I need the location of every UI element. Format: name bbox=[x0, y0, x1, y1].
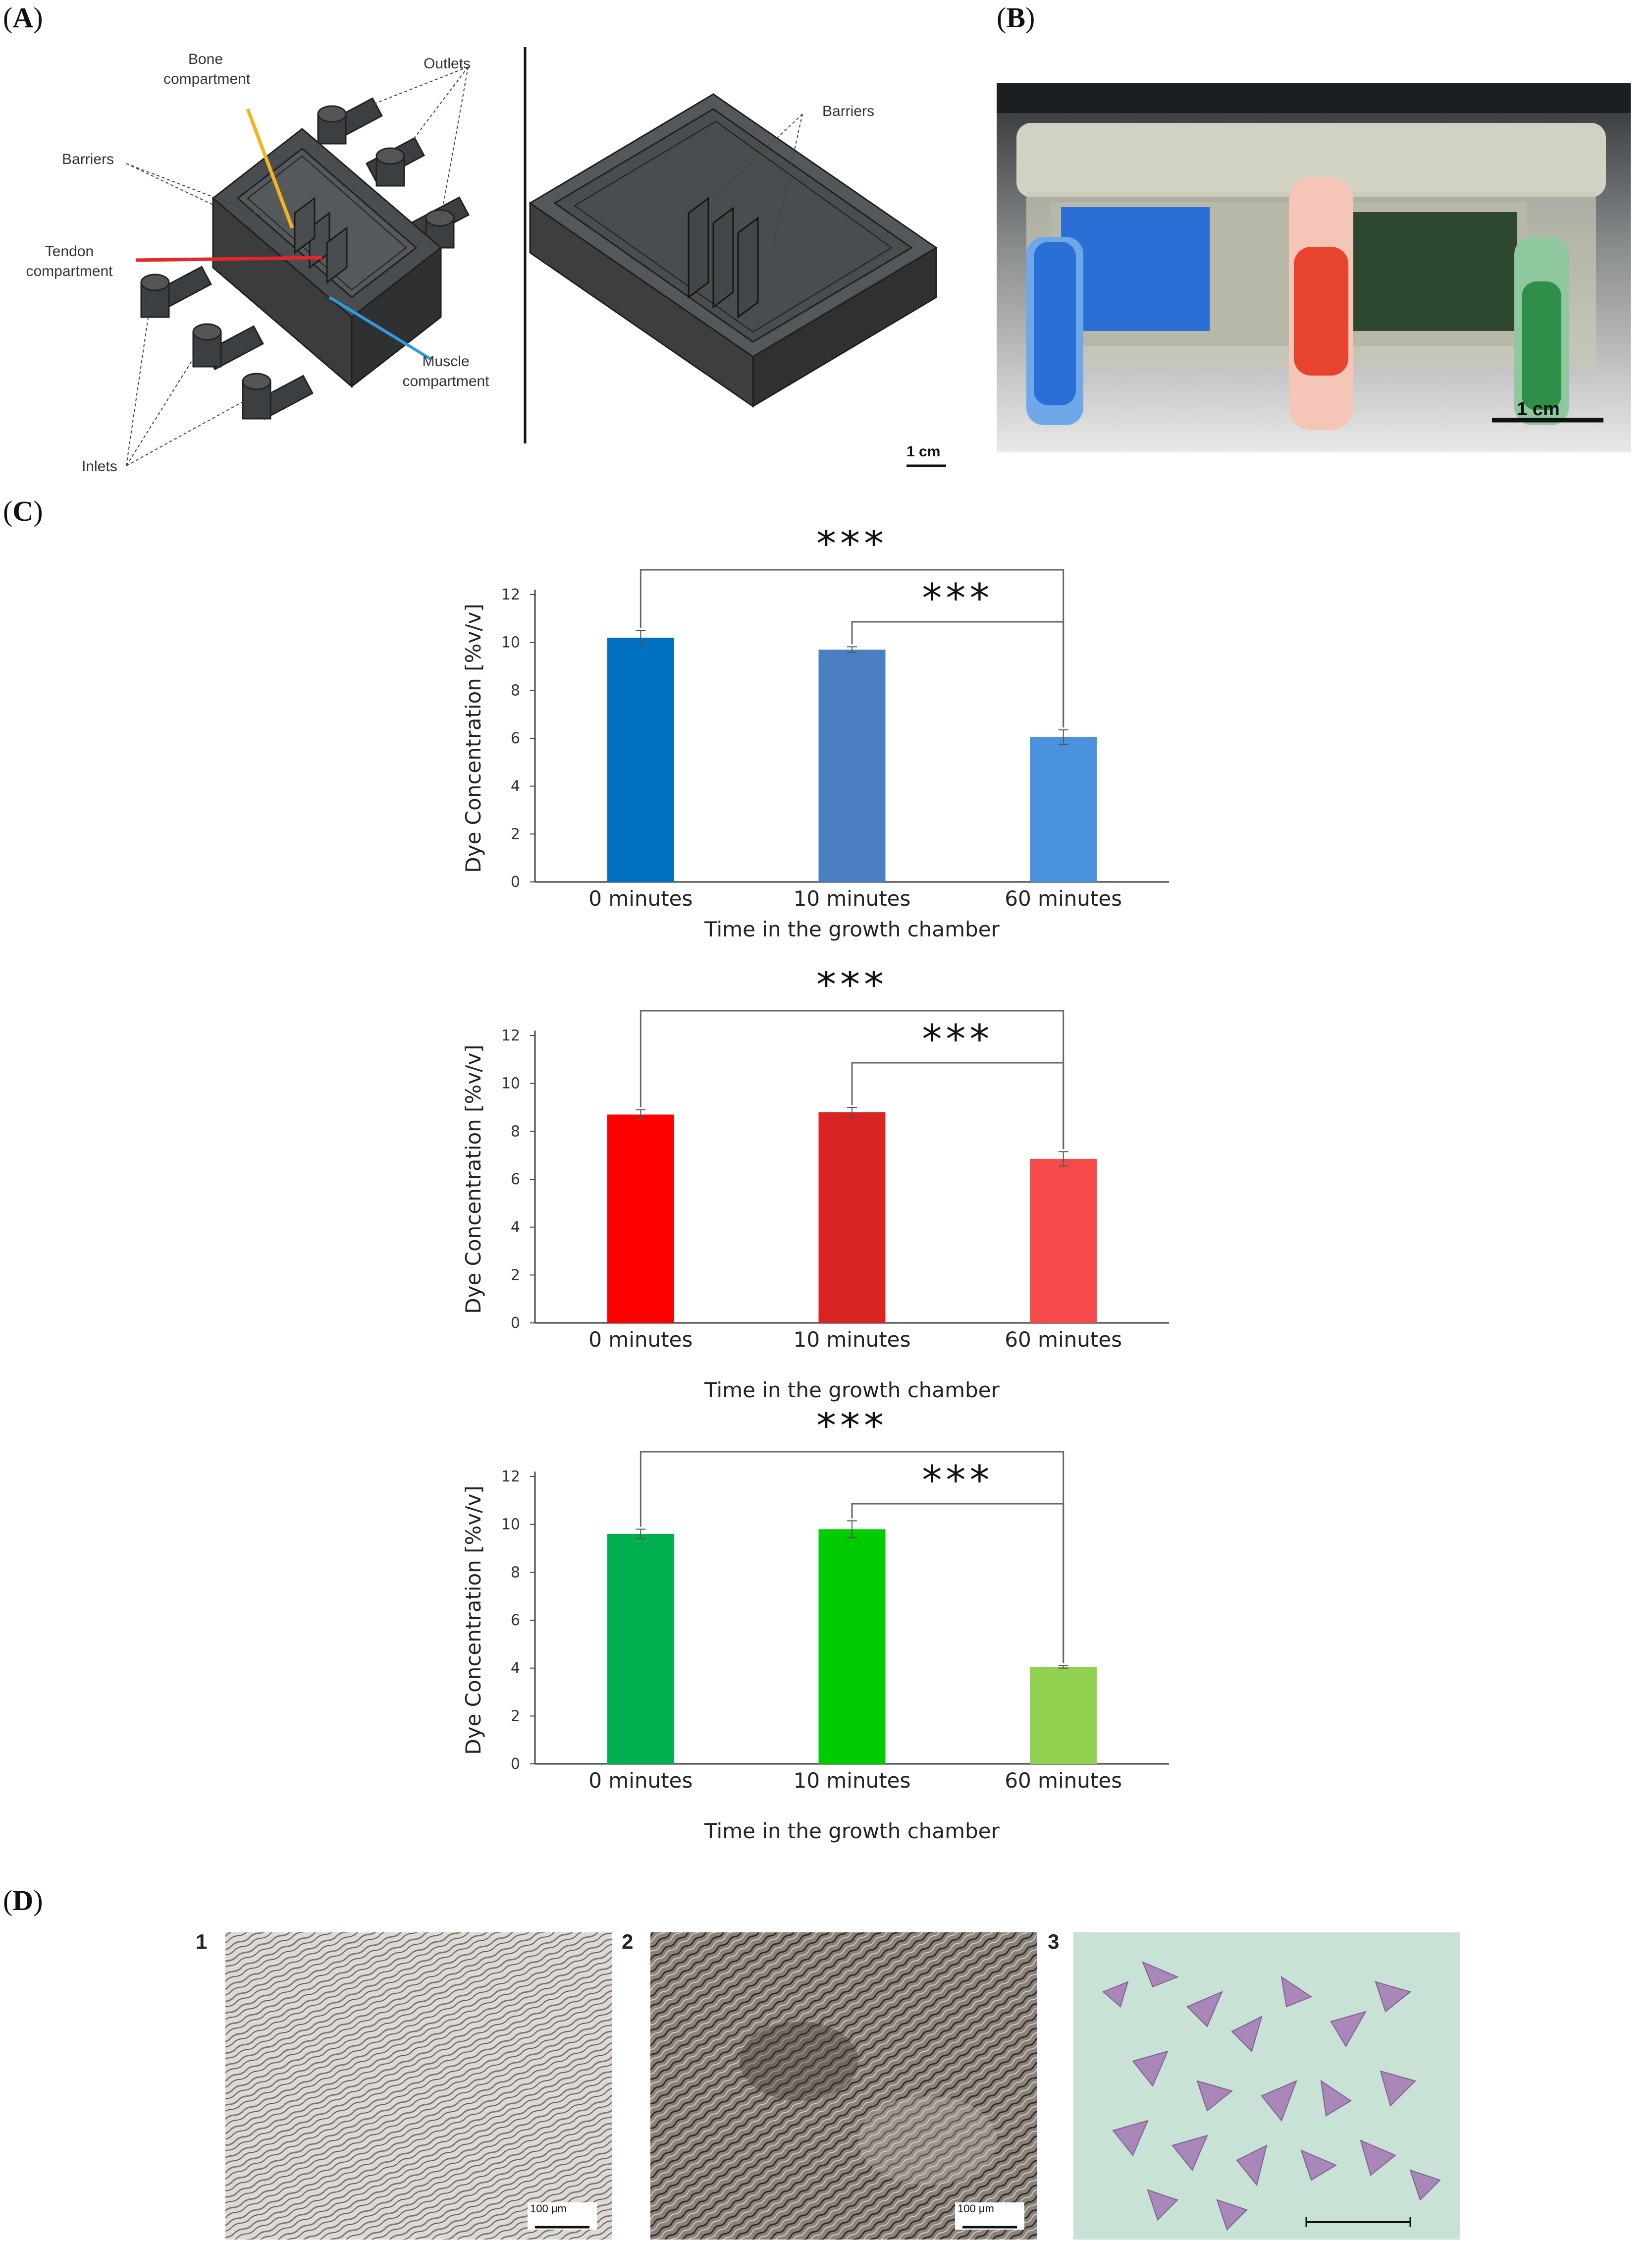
micrograph-1-scale: 100 μm bbox=[530, 2202, 567, 2215]
label-outlets: Outlets bbox=[424, 55, 471, 72]
y-tick-label: 12 bbox=[501, 586, 520, 603]
y-tick-label: 8 bbox=[511, 1123, 520, 1140]
bar bbox=[607, 1114, 674, 1323]
y-tick-label: 8 bbox=[511, 1564, 520, 1581]
x-axis-label: Time in the growth chamber bbox=[704, 1819, 1000, 1843]
y-axis-label: Dye Concentration [%v/v] bbox=[461, 1485, 485, 1754]
y-tick-label: 2 bbox=[511, 1266, 520, 1284]
x-tick-label: 0 minutes bbox=[588, 886, 693, 911]
y-tick-label: 8 bbox=[511, 682, 520, 699]
x-tick-label: 0 minutes bbox=[588, 1768, 693, 1793]
y-tick-label: 12 bbox=[501, 1468, 520, 1485]
y-tick-label: 2 bbox=[511, 825, 520, 843]
tendon-arrow bbox=[136, 256, 322, 262]
chart-blue: 0 2 4 6 8 10 12 Dye Concentration [%v/v] 0 minut… bbox=[436, 521, 1189, 969]
panel-a-device-rendering bbox=[126, 47, 946, 467]
device-isometric-view bbox=[140, 97, 470, 420]
x-tick-label: 10 minutes bbox=[794, 886, 911, 911]
bone-arrow bbox=[246, 108, 294, 229]
y-tick-label: 6 bbox=[511, 730, 520, 747]
label-muscle-compartment: Muscle compartment bbox=[402, 353, 489, 389]
chart-green: 0 2 4 6 8 10 12 Dye Concentration [%v/v] 0 minut… bbox=[436, 1403, 1189, 1851]
y-tick-label: 2 bbox=[511, 1707, 520, 1725]
y-tick-label: 6 bbox=[511, 1171, 520, 1188]
significance-label: *** bbox=[816, 971, 888, 1008]
bar bbox=[818, 650, 886, 882]
muscle-arrow bbox=[328, 296, 432, 361]
x-axis-label: Time in the growth chamber bbox=[704, 1378, 1000, 1402]
chart-svg: 0 2 4 6 8 10 12 Dye Concentration [%v/v] 0 minut… bbox=[461, 1403, 1169, 1843]
panel-label-d: (D) bbox=[3, 1884, 43, 1916]
chamber-isometric-view bbox=[529, 93, 938, 408]
significance-label: *** bbox=[922, 1457, 993, 1503]
y-axis-label: Dye Concentration [%v/v] bbox=[461, 603, 485, 873]
significance-bracket bbox=[851, 1503, 1065, 1663]
significance-label: *** bbox=[816, 530, 888, 567]
x-tick-label: 60 minutes bbox=[1005, 886, 1122, 911]
y-tick-label: 10 bbox=[501, 1516, 520, 1533]
y-tick-label: 4 bbox=[511, 1660, 520, 1677]
micrograph-1 bbox=[225, 1932, 612, 2240]
x-axis-label: Time in the growth chamber bbox=[704, 917, 1000, 941]
chart-svg: 0 2 4 6 8 10 12 Dye Concentration [%v/v] 0 minut… bbox=[461, 962, 1169, 1402]
micrograph-2-scale: 100 μm bbox=[958, 2202, 994, 2215]
significance-bracket bbox=[851, 621, 1065, 728]
y-tick-label: 0 bbox=[511, 874, 520, 891]
bar bbox=[607, 638, 674, 882]
label-tendon-compartment: Tendon compartment bbox=[26, 243, 113, 279]
y-tick-label: 0 bbox=[511, 1314, 520, 1332]
panel-label-c: (C) bbox=[3, 495, 43, 527]
bar bbox=[1030, 1158, 1097, 1323]
bar bbox=[1030, 1667, 1097, 1764]
bar bbox=[607, 1534, 674, 1764]
y-tick-label: 12 bbox=[501, 1027, 520, 1044]
y-tick-label: 10 bbox=[501, 634, 520, 652]
significance-label: *** bbox=[922, 575, 993, 621]
panel-d-num-1: 1 bbox=[196, 1930, 208, 1953]
y-tick-label: 6 bbox=[511, 1612, 520, 1629]
panel-b-photo bbox=[997, 83, 1631, 452]
y-tick-label: 4 bbox=[511, 778, 520, 795]
chart-svg: 0 2 4 6 8 10 12 Dye Concentration [%v/v] 0 minut… bbox=[461, 521, 1169, 941]
label-bone-compartment: Bone compartment bbox=[163, 51, 251, 87]
significance-label: *** bbox=[922, 1016, 993, 1062]
micrograph-2 bbox=[650, 1932, 1037, 2240]
panel-a-scale-label: 1 cm bbox=[906, 443, 941, 460]
label-inlets: Inlets bbox=[82, 458, 117, 475]
x-tick-label: 60 minutes bbox=[1005, 1768, 1122, 1793]
y-axis-label: Dye Concentration [%v/v] bbox=[461, 1044, 485, 1314]
micrograph-3 bbox=[1073, 1932, 1460, 2240]
bar bbox=[818, 1529, 886, 1764]
x-tick-label: 10 minutes bbox=[794, 1768, 911, 1793]
y-tick-label: 4 bbox=[511, 1219, 520, 1236]
panel-d-num-2: 2 bbox=[622, 1930, 634, 1953]
y-tick-label: 0 bbox=[511, 1755, 520, 1773]
significance-label: *** bbox=[816, 1412, 888, 1449]
x-tick-label: 60 minutes bbox=[1005, 1327, 1122, 1352]
x-tick-label: 0 minutes bbox=[588, 1327, 693, 1352]
y-tick-label: 10 bbox=[501, 1075, 520, 1093]
label-barriers-right: Barriers bbox=[822, 103, 875, 119]
bar bbox=[1030, 737, 1097, 882]
significance-bracket bbox=[851, 1062, 1065, 1149]
chart-red: 0 2 4 6 8 10 12 Dye Concentration [%v/v] 0 minut… bbox=[436, 962, 1189, 1410]
panel-b-scale-label: 1 cm bbox=[1517, 399, 1560, 420]
panel-label-a: (A) bbox=[3, 1, 43, 34]
panel-d-num-3: 3 bbox=[1048, 1930, 1060, 1953]
x-tick-label: 10 minutes bbox=[794, 1327, 911, 1352]
bar bbox=[818, 1112, 886, 1323]
label-barriers-left: Barriers bbox=[62, 151, 114, 167]
panel-label-b: (B) bbox=[997, 1, 1035, 34]
